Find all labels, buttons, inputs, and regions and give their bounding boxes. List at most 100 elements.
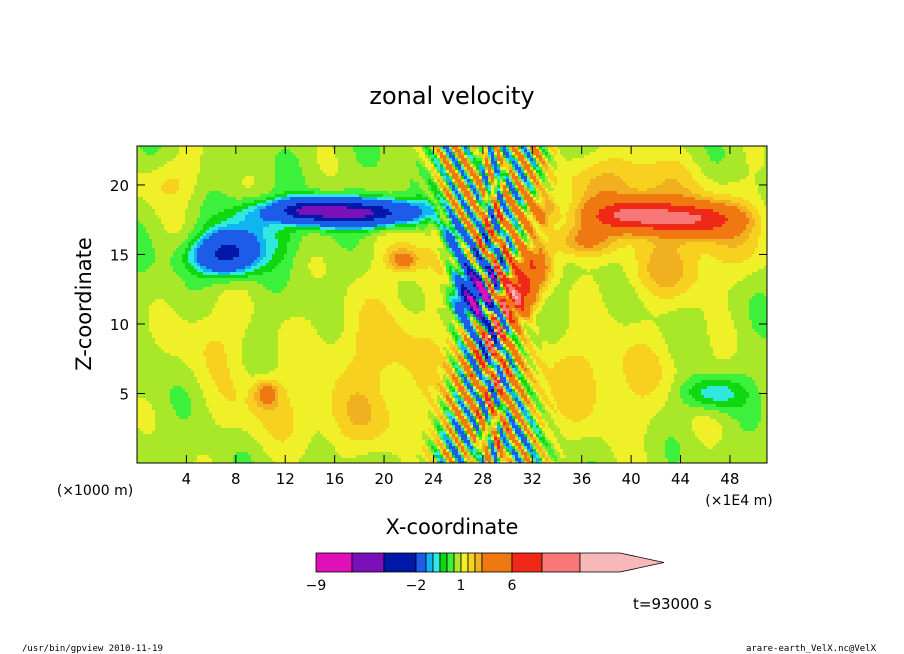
contour-cell (149, 320, 189, 324)
contour-cell (737, 338, 768, 342)
contour-cell (758, 239, 768, 243)
contour-cell (452, 341, 456, 345)
contour-cell (470, 146, 474, 150)
contour-cell (449, 419, 453, 423)
contour-cell (491, 167, 495, 171)
contour-cell (515, 374, 519, 378)
contour-cell (332, 407, 348, 411)
contour-cell (464, 272, 468, 276)
contour-cell (509, 176, 513, 180)
contour-cell (545, 437, 549, 441)
contour-cell (467, 155, 474, 159)
contour-cell (509, 311, 513, 315)
contour-cell (200, 212, 219, 216)
contour-cell (446, 242, 450, 246)
contour-cell (572, 227, 582, 231)
contour-cell (755, 251, 768, 255)
contour-cell (140, 221, 162, 225)
contour-cell (479, 440, 483, 444)
contour-cell (419, 206, 432, 210)
contour-cell (455, 311, 465, 315)
contour-cell (512, 329, 516, 333)
contour-cell (722, 425, 741, 429)
contour-cell (269, 224, 297, 228)
contour-cell (230, 272, 246, 276)
contour-cell (314, 218, 375, 222)
contour-cell (473, 317, 477, 321)
contour-cell (485, 413, 489, 417)
contour-cell (527, 170, 534, 174)
contour-cell (227, 365, 246, 369)
contour-cell (251, 314, 345, 318)
contour-cell (449, 242, 459, 246)
contour-cell (167, 302, 216, 306)
contour-cell (509, 239, 513, 243)
contour-cell (455, 293, 459, 297)
contour-cell (380, 155, 420, 159)
contour-cell (524, 404, 528, 408)
contour-cell (518, 224, 522, 228)
contour-cell (377, 236, 441, 240)
contour-cell (440, 188, 444, 192)
contour-cell (512, 236, 519, 240)
contour-cell (560, 281, 576, 285)
contour-cell (512, 428, 516, 432)
contour-cell (539, 440, 543, 444)
contour-cell (167, 230, 180, 234)
contour-cell (545, 161, 549, 165)
contour-cell (326, 230, 369, 234)
contour-cell (515, 275, 519, 279)
contour-cell (479, 188, 486, 192)
contour-cell (449, 155, 456, 159)
contour-cell (392, 314, 441, 318)
contour-cell (452, 233, 456, 237)
contour-cell (533, 233, 537, 237)
contour-cell (350, 362, 393, 366)
contour-cell (503, 272, 507, 276)
contour-cell (332, 404, 348, 408)
contour-cell (446, 230, 450, 234)
contour-cell (533, 215, 537, 219)
contour-cell (473, 170, 477, 174)
contour-cell (260, 248, 267, 252)
contour-cell (539, 146, 543, 150)
contour-cell (386, 227, 417, 231)
contour-cell (491, 362, 495, 366)
contour-cell (539, 419, 543, 423)
contour-cell (485, 212, 489, 216)
contour-cell (629, 281, 642, 285)
contour-cell (491, 410, 495, 414)
contour-cell (512, 248, 516, 252)
contour-cell (608, 443, 645, 447)
contour-cell (494, 341, 498, 345)
contour-cell (494, 416, 501, 420)
contour-cell (740, 383, 756, 387)
contour-cell (554, 272, 564, 276)
contour-cell (515, 362, 519, 366)
contour-cell (554, 206, 561, 210)
contour-cell (452, 335, 456, 339)
contour-cell (137, 212, 156, 216)
contour-cell (506, 449, 510, 453)
contour-cell (692, 428, 723, 432)
contour-cell (455, 269, 459, 273)
contour-cell (149, 401, 171, 405)
contour-cell (572, 182, 591, 186)
contour-cell (458, 374, 462, 378)
contour-cell (485, 248, 489, 252)
contour-cell (284, 257, 294, 261)
contour-cell (752, 230, 762, 234)
contour-cell (476, 395, 480, 399)
contour-cell (467, 341, 474, 345)
contour-cell (521, 332, 525, 336)
contour-cell (632, 233, 741, 237)
contour-cell (326, 269, 369, 273)
contour-cell (464, 164, 471, 168)
contour-cell (548, 398, 555, 402)
contour-cell (500, 185, 504, 189)
contour-cell (182, 254, 189, 258)
contour-cell (623, 269, 639, 273)
contour-cell (473, 164, 477, 168)
contour-cell (719, 422, 741, 426)
contour-cell (467, 419, 471, 423)
